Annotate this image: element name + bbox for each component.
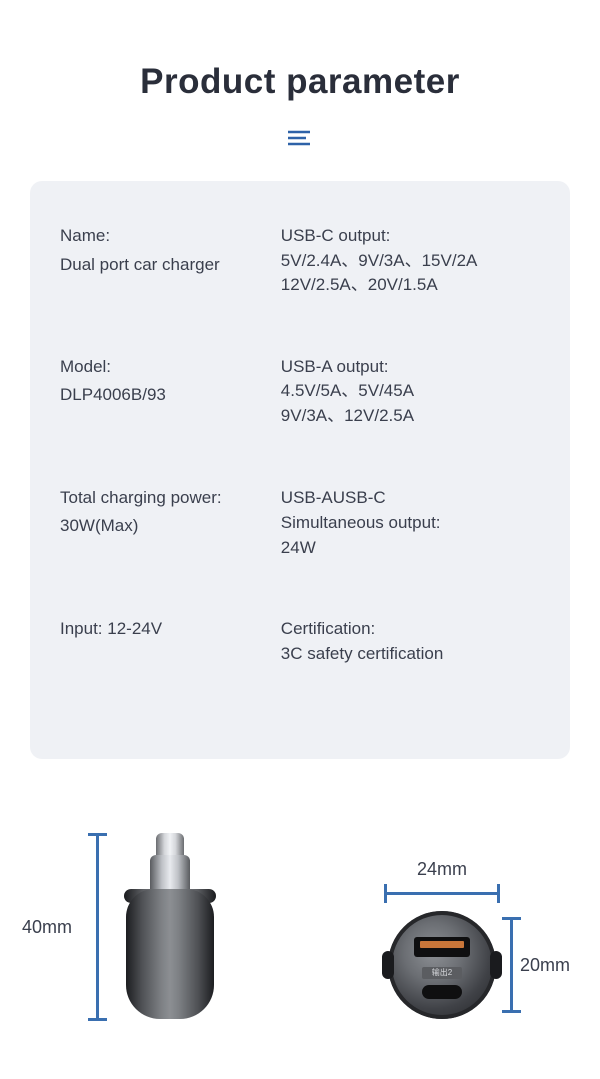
width-label: 24mm <box>384 859 500 880</box>
cert-label: Certification: <box>281 616 540 642</box>
depth-dimension-line <box>510 917 513 1013</box>
usbc-output-line1: 5V/2.4A、9V/3A、15V/2A <box>281 249 540 274</box>
height-dimension-line <box>96 833 99 1021</box>
spec-row-1: Name: Dual port car charger USB-C output… <box>60 223 540 298</box>
model-value: DLP4006B/93 <box>60 383 271 408</box>
usbc-output-line2: 12V/2.5A、20V/1.5A <box>281 273 540 298</box>
divider-icon <box>0 130 600 151</box>
spec-card: Name: Dual port car charger USB-C output… <box>30 181 570 759</box>
charger-neck <box>150 855 190 891</box>
charger-clip-right <box>490 951 502 979</box>
charger-side-view <box>120 833 220 1021</box>
model-label: Model: <box>60 354 271 380</box>
spec-row-3: Total charging power: 30W(Max) USB-AUSB-… <box>60 485 540 561</box>
usba-output-line1: 4.5V/5A、5V/45A <box>281 379 540 404</box>
total-power-label: Total charging power: <box>60 485 271 511</box>
width-dimension-line <box>384 892 500 895</box>
width-dimension: 24mm <box>384 863 500 905</box>
simultaneous-label1: USB-AUSB-C <box>281 485 540 511</box>
name-value: Dual port car charger <box>60 253 271 278</box>
usbc-output-label: USB-C output: <box>281 223 540 249</box>
product-parameter-page: Product parameter Name: Dual port car ch… <box>0 0 600 1079</box>
depth-dimension: 20mm <box>504 917 564 1013</box>
cert-value: 3C safety certification <box>281 642 540 667</box>
charger-front-body <box>388 911 496 1019</box>
name-label: Name: <box>60 223 271 249</box>
input-label: Input: 12-24V <box>60 616 271 642</box>
simultaneous-value: 24W <box>281 536 540 561</box>
usb-a-port-icon <box>414 937 470 957</box>
port-label: 输出2 <box>422 967 462 979</box>
charger-tip <box>156 833 184 857</box>
usb-c-port-icon <box>422 985 462 999</box>
usba-output-line2: 9V/3A、12V/2.5A <box>281 404 540 429</box>
charger-clip-left <box>382 951 394 979</box>
page-title: Product parameter <box>0 0 600 102</box>
total-power-value: 30W(Max) <box>60 514 271 539</box>
height-dimension <box>76 833 116 1021</box>
charger-front-view: 输出2 <box>388 911 496 1019</box>
spec-row-4: Input: 12-24V Certification: 3C safety c… <box>60 616 540 666</box>
usba-output-label: USB-A output: <box>281 354 540 380</box>
spec-row-2: Model: DLP4006B/93 USB-A output: 4.5V/5A… <box>60 354 540 429</box>
simultaneous-label2: Simultaneous output: <box>281 510 540 536</box>
height-label: 40mm <box>22 917 72 938</box>
depth-label: 20mm <box>520 955 570 976</box>
dimension-diagram: 40mm 24mm 输出2 20mm <box>0 789 600 1059</box>
charger-body <box>126 889 214 1019</box>
